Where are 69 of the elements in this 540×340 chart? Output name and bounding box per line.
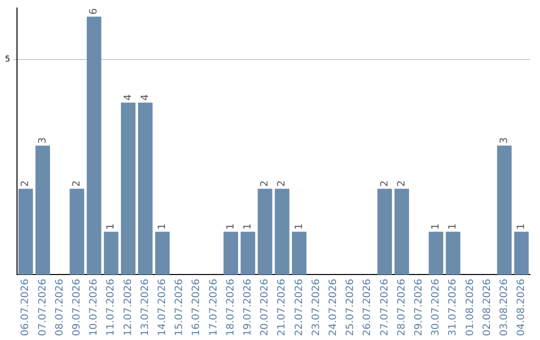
- bar: [497, 146, 512, 275]
- x-tick-label: 16.07.2026: [191, 278, 202, 336]
- data-label: 2: [72, 180, 83, 187]
- x-tick-label: 29.07.2026: [413, 278, 424, 336]
- data-label: 4: [122, 94, 134, 101]
- x-tick-label: 09.07.2026: [72, 278, 83, 336]
- x-tick-label: 01.08.2026: [464, 278, 476, 336]
- x-tick-label: 02.08.2026: [482, 278, 493, 336]
- x-tick-label: 26.07.2026: [362, 278, 374, 336]
- bar: [138, 102, 153, 275]
- x-tick-label: 27.07.2026: [379, 278, 390, 336]
- data-label: 1: [448, 223, 459, 230]
- x-tick-label: 24.07.2026: [328, 278, 339, 336]
- data-label: 3: [37, 137, 48, 144]
- data-label: 1: [106, 223, 117, 230]
- data-label: 2: [396, 180, 408, 187]
- data-label: 2: [379, 180, 390, 187]
- x-tick-label: 03.08.2026: [498, 278, 510, 336]
- data-label: 1: [516, 223, 528, 230]
- bar: [155, 232, 170, 275]
- bar: [86, 16, 102, 275]
- x-tick-label: 14.07.2026: [157, 278, 168, 336]
- x-tick-label: 10.07.2026: [88, 278, 100, 336]
- bar: [120, 102, 136, 275]
- x-tick-label: 21.07.2026: [276, 278, 288, 336]
- data-label: 4: [140, 94, 151, 101]
- bar: [394, 188, 410, 275]
- bar: [70, 188, 84, 275]
- x-tick-label: 30.07.2026: [430, 278, 442, 336]
- bar: [35, 146, 50, 275]
- bar: [446, 232, 460, 275]
- x-tick-label: 04.08.2026: [516, 278, 528, 336]
- x-tick-label: 23.07.2026: [310, 278, 322, 336]
- bar: [514, 232, 529, 275]
- x-tick-label: 20.07.2026: [260, 278, 271, 336]
- x-tick-label: 15.07.2026: [174, 278, 186, 336]
- bar: [292, 232, 306, 275]
- y-tick-label: 5: [4, 54, 10, 64]
- data-label: 1: [225, 223, 236, 230]
- data-label: 2: [276, 180, 288, 187]
- bar: [377, 188, 392, 275]
- bar: [258, 188, 272, 275]
- data-label: 1: [157, 223, 168, 230]
- x-tick-label: 28.07.2026: [396, 278, 408, 336]
- bar: [240, 232, 256, 275]
- x-tick-label: 19.07.2026: [242, 278, 254, 336]
- x-tick-label: 22.07.2026: [294, 278, 305, 336]
- x-tick-label: 17.07.2026: [208, 278, 220, 336]
- bar: [18, 188, 33, 275]
- data-label: 1: [430, 223, 442, 230]
- bar: [104, 232, 118, 275]
- x-tick-label: 25.07.2026: [345, 278, 356, 336]
- bar: [224, 232, 238, 275]
- data-label: 1: [242, 223, 254, 230]
- data-label: 1: [294, 223, 305, 230]
- data-label: 2: [260, 180, 271, 187]
- data-label: 6: [88, 8, 100, 15]
- bar: [428, 232, 444, 275]
- x-tick-label: 18.07.2026: [225, 278, 236, 336]
- x-tick-label: 07.07.2026: [37, 278, 48, 336]
- data-label: 2: [20, 180, 32, 187]
- x-tick-label: 12.07.2026: [122, 278, 134, 336]
- x-tick-label: 06.07.2026: [20, 278, 32, 336]
- x-tick-label: 13.07.2026: [140, 278, 151, 336]
- x-tick-label: 31.07.2026: [448, 278, 459, 336]
- bar: [274, 188, 290, 275]
- x-tick-label: 11.07.2026: [106, 278, 117, 336]
- x-tick-label: 08.07.2026: [54, 278, 66, 336]
- data-label: 3: [498, 137, 510, 144]
